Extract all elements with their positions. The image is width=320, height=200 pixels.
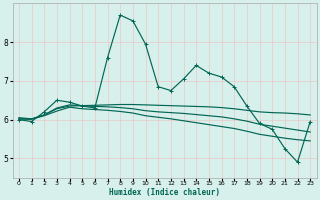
X-axis label: Humidex (Indice chaleur): Humidex (Indice chaleur) <box>109 188 220 197</box>
